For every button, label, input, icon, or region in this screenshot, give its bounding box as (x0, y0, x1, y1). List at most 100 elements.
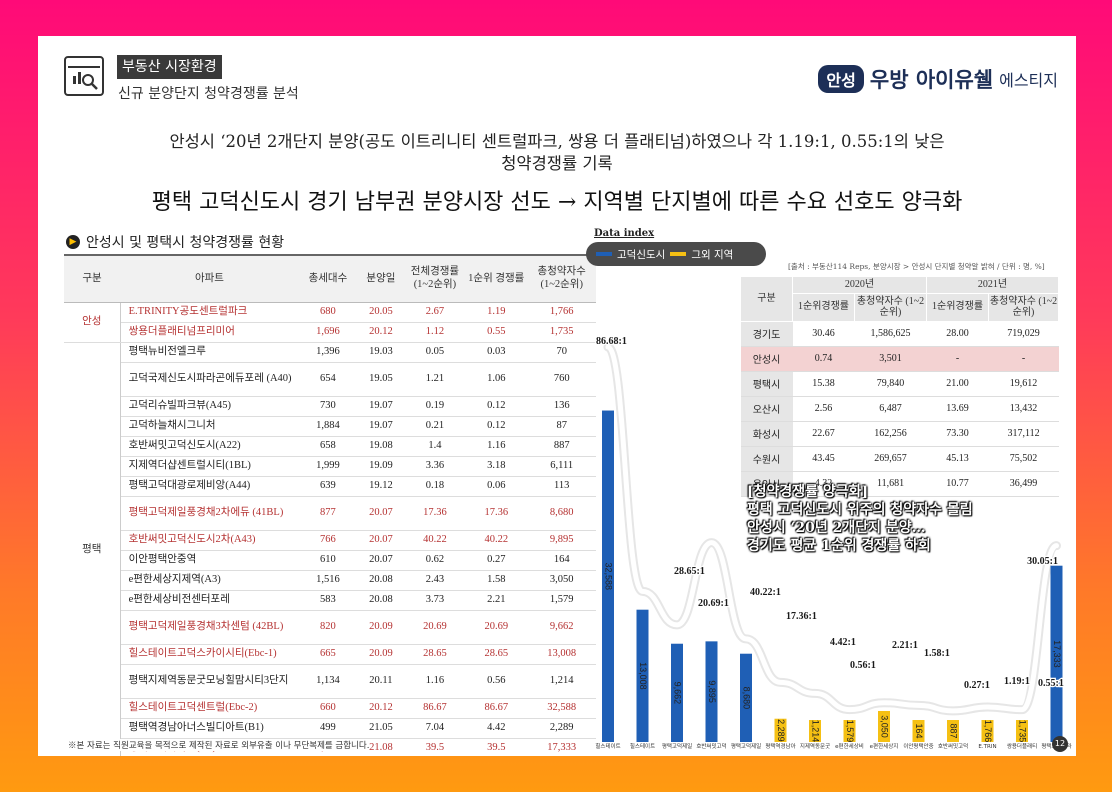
units-cell: 877 (298, 496, 358, 531)
ratio-label: 17.36:1 (786, 611, 817, 622)
chart-bar (981, 720, 994, 742)
th-region: 구분 (64, 254, 121, 303)
side-th-total-b: 총청약자수 (1~2순위) (988, 292, 1060, 322)
total-ratio-cell: 2.67 (404, 302, 466, 323)
chart-bar (843, 720, 856, 742)
side-th-year-a: 2020년 (791, 276, 928, 294)
side-total-2020-cell: 1,586,625 (854, 321, 927, 347)
side-th-year-b: 2021년 (926, 276, 1060, 294)
side-total-2021-cell: 19,612 (988, 371, 1059, 397)
apartment-cell: 고덕국제신도시파라곤에듀포레 (A40) (120, 362, 299, 397)
total-ratio-cell: 20.69 (404, 610, 466, 645)
bar-value-label: 1,766 (983, 720, 993, 743)
side-th-total-a: 총청약자수 (1~2순위) (853, 292, 928, 322)
chart-bar (809, 720, 821, 742)
apartment-cell: 고덕리슈빌파크뷰(A45) (120, 396, 299, 417)
x-tick-label: 평택고덕제일 (662, 742, 692, 750)
legend-swatch-b (670, 252, 687, 256)
total-ratio-cell: 0.05 (404, 342, 466, 363)
total-ratio-cell: 3.36 (404, 456, 466, 477)
side-table-row: 경기도 30.46 1,586,625 28.00 719,029 (740, 321, 1059, 347)
first-ratio-cell: 2.21 (465, 590, 528, 611)
side-first-2020-cell: 22.67 (792, 421, 855, 447)
chart-bar (774, 718, 787, 742)
table-row: 쌍용더플래티넘프리미어 1,696 20.12 1.12 0.55 1,735 (64, 322, 596, 343)
ratio-label: 30.05:1 (1027, 556, 1058, 567)
total-ratio-cell: 17.36 (404, 496, 466, 531)
total-ratio-cell: 1.16 (404, 664, 466, 699)
apartment-cell: 이안평택안중역 (120, 550, 299, 571)
apartment-cell: 평택뉴비전엘크루 (120, 342, 299, 363)
chart-legend: 고덕신도시 그외 지역 (586, 242, 766, 266)
lead-line-1: 안성시 ‘20년 2개단지 분양(공도 이트리니티 센트럴파크, 쌍용 더 플래… (169, 132, 945, 151)
units-cell: 639 (298, 476, 358, 497)
first-ratio-cell: 40.22 (465, 530, 528, 551)
applicants-cell: 17,333 (527, 738, 596, 756)
table-row: 이안평택안중역 610 20.07 0.62 0.27 164 (64, 550, 596, 571)
legend-label-a: 고덕신도시 (617, 248, 666, 261)
table-row: e편한세상지제역(A3) 1,516 20.08 2.43 1.58 3,050 (64, 570, 596, 591)
first-ratio-cell: 0.55 (465, 322, 528, 343)
apartment-cell: 평택역경남아너스빌디아트(B1) (120, 718, 299, 739)
date-cell: 20.12 (357, 322, 405, 343)
side-total-2021-cell: 317,112 (988, 421, 1059, 447)
apartment-cell: E.TRINITY공도센트럴파크 (120, 302, 299, 323)
first-ratio-cell: 17.36 (465, 496, 528, 531)
table-row: 안성 E.TRINITY공도센트럴파크 680 20.05 2.67 1.19 1,766 (64, 302, 596, 343)
ratio-label: 20.69:1 (698, 598, 729, 609)
ratio-label: 1.19:1 (1004, 676, 1030, 687)
th-total-ratio: 전체경쟁률(1~2순위) (404, 254, 466, 303)
chart-bar (912, 720, 925, 742)
table-section-title: ▶ 안성시 및 평택시 청약경쟁률 현황 (66, 232, 284, 252)
th-units: 총세대수 (298, 254, 358, 303)
date-cell: 19.07 (357, 396, 405, 417)
region-summary-table: 구분 2020년 2021년 1순위경쟁률 총청약자수 (1~2순위) 1순위경… (740, 276, 1060, 497)
applicants-cell: 1,214 (527, 664, 596, 699)
side-total-2020-cell: 269,657 (854, 446, 927, 472)
side-total-2021-cell: 75,502 (988, 446, 1059, 472)
chart-bar (1050, 565, 1063, 742)
date-cell: 20.07 (357, 530, 405, 551)
apartment-cell: 힐스테이트고덕센트럴(Ebc-2) (120, 698, 299, 719)
table-row: 평택고덕대광로제비앙(A44) 639 19.12 0.18 0.06 113 (64, 476, 596, 497)
total-ratio-cell: 28.65 (404, 644, 466, 665)
chart-bar (1016, 720, 1028, 742)
total-ratio-cell: 0.18 (404, 476, 466, 497)
brand-logo: 안성 우방 아이유쉘 에스티지 (818, 64, 1058, 94)
side-total-2021-cell: - (988, 346, 1059, 372)
date-cell: 20.07 (357, 496, 405, 531)
table-row: 힐스테이트고덕센트럴(Ebc-2) 660 20.12 86.67 86.67 32,58… (64, 698, 596, 719)
applicants-cell: 164 (527, 550, 596, 571)
first-ratio-cell: 39.5 (465, 738, 528, 756)
brand-name: 우방 아이유쉘 (869, 68, 994, 92)
side-total-2020-cell: 11,681 (854, 471, 927, 497)
apartment-cell: 평택고덕대광로제비앙(A44) (120, 476, 299, 497)
side-first-2021-cell: 73.30 (926, 421, 989, 447)
side-table-row: 수원시 43.45 269,657 45.13 75,502 (740, 446, 1059, 472)
x-tick-label: 호반써밋고덕 (938, 742, 968, 750)
first-ratio-cell: 86.67 (465, 698, 528, 719)
applicants-cell: 1,766 (527, 302, 596, 323)
side-first-2021-cell: 13.69 (926, 396, 989, 422)
analysis-icon (64, 56, 104, 96)
chart-bar (740, 653, 752, 742)
first-ratio-cell: 0.27 (465, 550, 528, 571)
table-row: 고덕하늘채시그니처 1,884 19.07 0.21 0.12 87 (64, 416, 596, 437)
first-ratio-cell: 0.12 (465, 396, 528, 417)
callout-line-3: 안성시 ‘20년 2개단지 분양… (747, 520, 926, 536)
side-region-cell: 용인시 (740, 471, 793, 497)
first-ratio-cell: 0.56 (465, 664, 528, 699)
date-cell: 20.05 (357, 302, 405, 323)
brand-suffix: 에스티지 (999, 71, 1058, 90)
side-region-cell: 화성시 (740, 421, 793, 447)
date-cell: 19.09 (357, 456, 405, 477)
applicants-cell: 1,579 (527, 590, 596, 611)
bar-value-label: 9,662 (673, 682, 683, 705)
date-cell: 19.07 (357, 416, 405, 437)
table-row: 힐스테이트고덕스카이시티(Ebc-1) 665 20.09 28.65 28.65 13,… (64, 644, 596, 665)
chart-bar (947, 720, 959, 742)
footnote: ※본 자료는 직원교육을 목적으로 제작된 자료로 외부유출 이나 무단복제를 … (68, 739, 370, 751)
total-ratio-cell: 1.4 (404, 436, 466, 457)
first-ratio-cell: 0.06 (465, 476, 528, 497)
side-first-2021-cell: 28.00 (926, 321, 989, 347)
